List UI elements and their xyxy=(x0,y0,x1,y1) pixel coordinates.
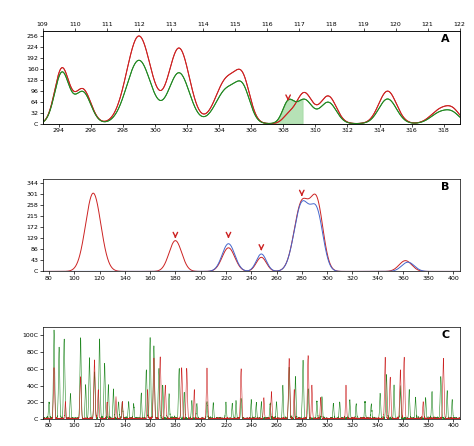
Text: B: B xyxy=(441,182,449,192)
Text: A: A xyxy=(441,34,449,44)
Text: C: C xyxy=(441,330,449,339)
